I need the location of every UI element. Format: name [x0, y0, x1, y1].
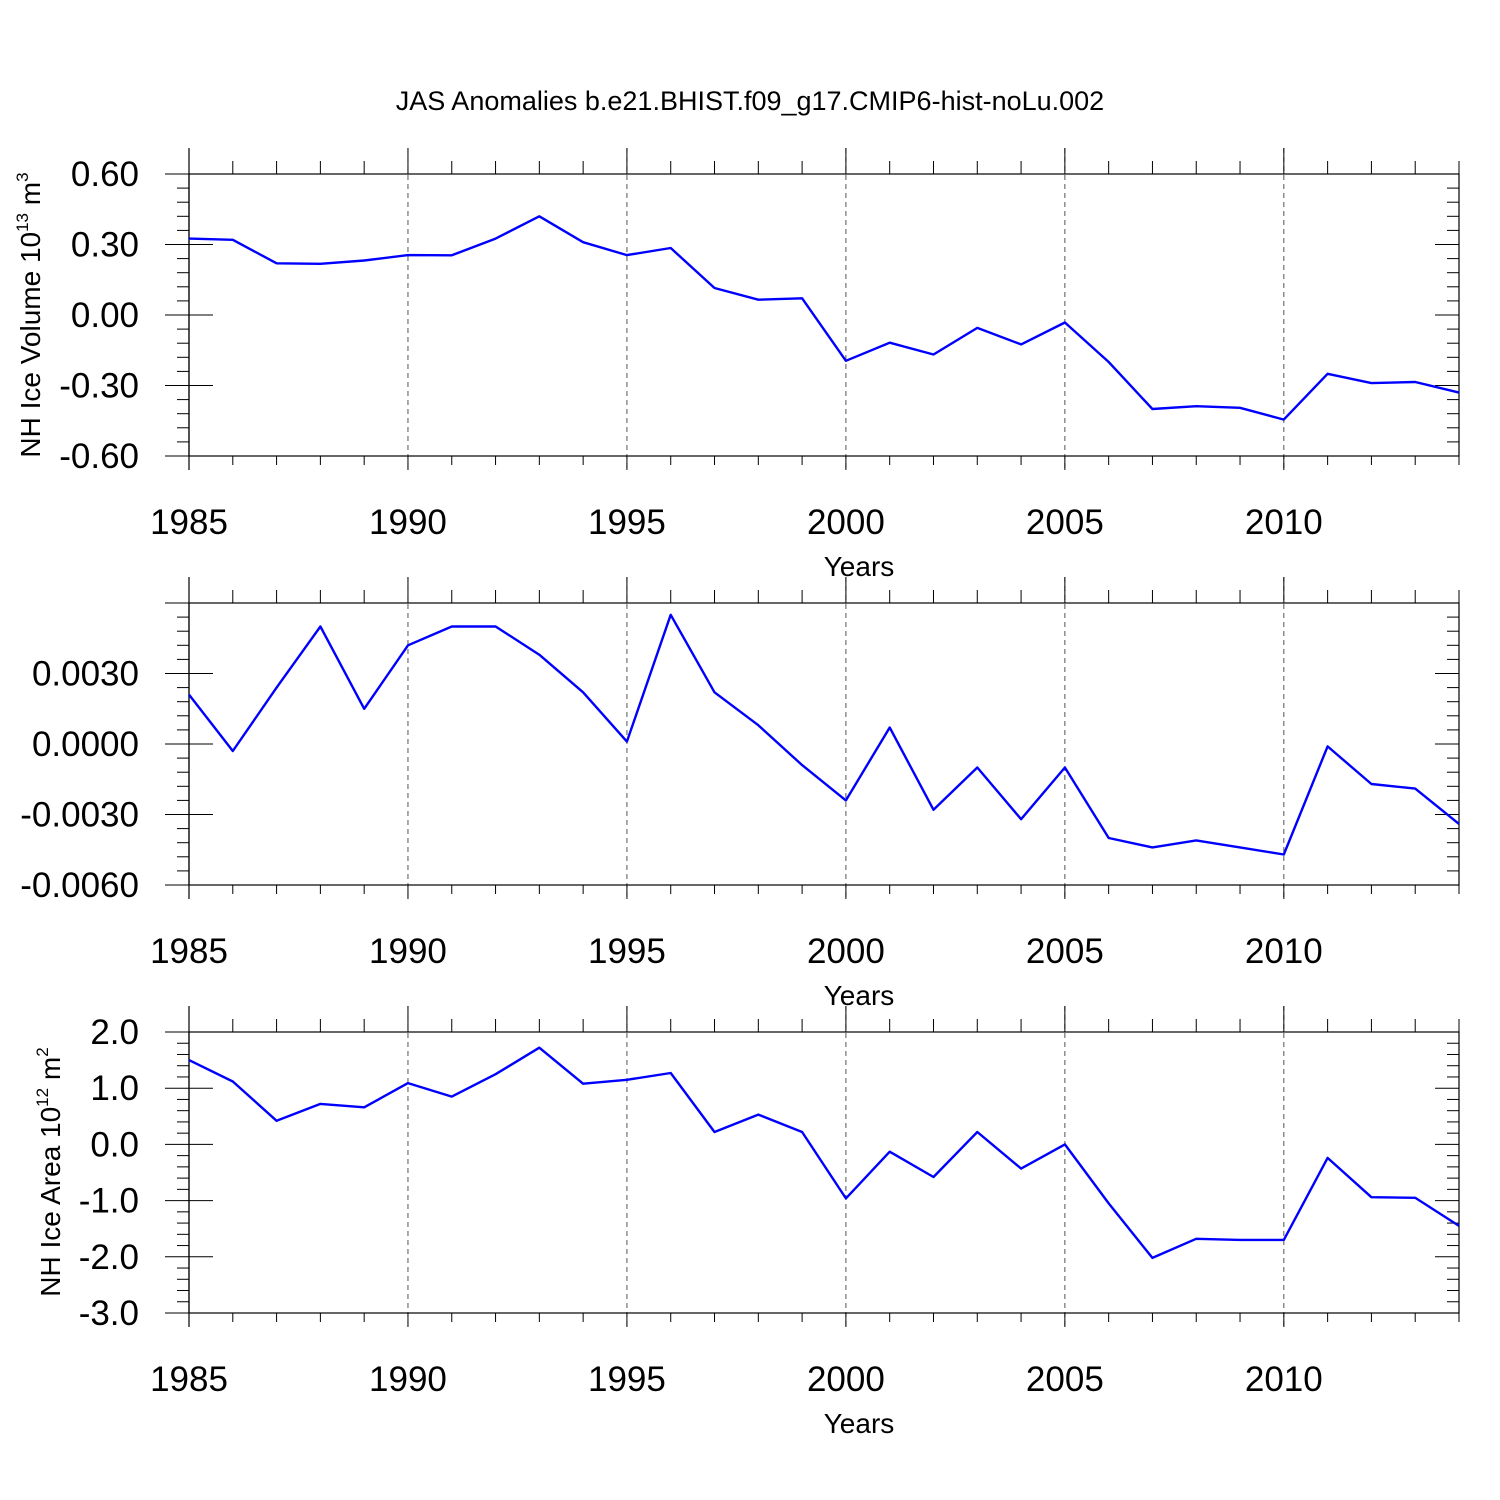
x-tick-label: 2000 [807, 503, 885, 542]
x-tick-label: 1995 [588, 1360, 666, 1399]
y-tick-label: 0.0000 [32, 725, 139, 764]
x-tick-label: 2005 [1026, 503, 1104, 542]
chart-panel-2: 1985 1990 1995 2000 2005 2010 Years -0.0060 -0.0… [0, 577, 1460, 1011]
x-tick-label: 1985 [150, 1360, 228, 1399]
y-tick-label: 0.0030 [32, 655, 139, 694]
y-axis-label: NH Ice Area 1012 m2 [33, 1047, 66, 1296]
y-tick-label: -0.0060 [20, 866, 139, 905]
y-tick-label: 2.0 [90, 1013, 139, 1052]
series-line [188, 1046, 1460, 1260]
chart-panel-1: 1985 1990 1995 2000 2005 2010 Years -0.60 -0.30 0… [13, 148, 1460, 582]
y-tick-label: -3.0 [79, 1294, 139, 1333]
x-tick-label: 1990 [369, 1360, 447, 1399]
series-line [188, 613, 1460, 856]
y-tick-label: -0.30 [59, 367, 139, 406]
x-tick-label: 2010 [1245, 503, 1323, 542]
chart-panel-3: 1985 1990 1995 2000 2005 2010 Years -3.0 -2.0 -1.… [33, 1006, 1460, 1439]
x-tick-label: 1985 [150, 932, 228, 971]
y-tick-label: 0.00 [71, 296, 139, 335]
x-tick-label: 1985 [150, 503, 228, 542]
x-tick-label: 2000 [807, 932, 885, 971]
x-axis-label: Years [824, 1408, 895, 1439]
y-axis-label: NH Snow Volume 1013 m3 [0, 585, 1, 903]
x-tick-label: 1990 [369, 932, 447, 971]
x-tick-label: 1990 [369, 503, 447, 542]
x-tick-label: 2010 [1245, 932, 1323, 971]
x-tick-label: 2005 [1026, 1360, 1104, 1399]
y-tick-label: 0.0 [90, 1125, 139, 1164]
chart-panels: 1985 1990 1995 2000 2005 2010 Years -0.60 -0.30 0… [0, 148, 1460, 1439]
x-axis-label: Years [824, 551, 895, 582]
y-tick-label: -2.0 [79, 1238, 139, 1277]
x-tick-label: 2010 [1245, 1360, 1323, 1399]
y-tick-label: 0.60 [71, 155, 139, 194]
y-axis-label: NH Ice Volume 1013 m3 [13, 172, 46, 457]
x-tick-label: 2000 [807, 1360, 885, 1399]
y-tick-label: -0.60 [59, 437, 139, 476]
x-axis-label: Years [824, 980, 895, 1011]
y-tick-label: 0.30 [71, 226, 139, 265]
y-tick-label: -0.0030 [20, 796, 139, 835]
y-tick-label: -1.0 [79, 1182, 139, 1221]
x-tick-label: 1995 [588, 503, 666, 542]
figure-title: JAS Anomalies b.e21.BHIST.f09_g17.CMIP6-… [396, 86, 1104, 116]
x-tick-label: 1995 [588, 932, 666, 971]
x-tick-label: 2005 [1026, 932, 1104, 971]
y-tick-label: 1.0 [90, 1069, 139, 1108]
series-line [188, 215, 1460, 421]
